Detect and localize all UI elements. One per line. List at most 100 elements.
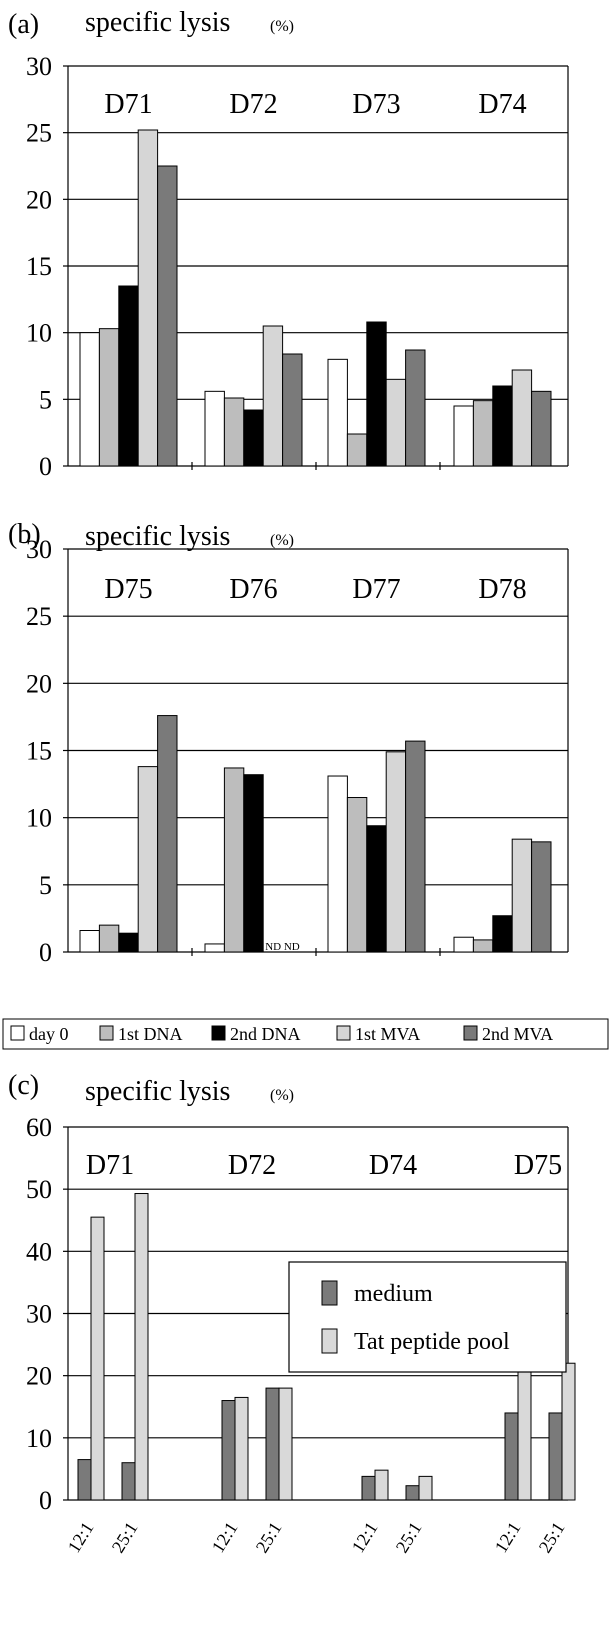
bar-b-D75-day-0: [79, 930, 100, 953]
panel-c-ratio-label: 25:1: [252, 1518, 286, 1556]
bar-a-D73-2nd-mva: [405, 349, 426, 467]
bar-c-D71-25-1-tat-peptide-pool: [134, 1193, 149, 1501]
panel-b-ytick-label: 15: [26, 737, 52, 766]
panel-a-category-label: D72: [229, 89, 277, 120]
panel-b-ytick-label: 10: [26, 804, 52, 833]
bar-c-D75-25-1-medium: [548, 1412, 563, 1501]
legend-swatch-1st-dna: [99, 1025, 114, 1041]
panel-c-ratio-label: 25:1: [535, 1518, 569, 1556]
panel-c-letter: (c): [8, 1070, 39, 1101]
bar-b-D75-1st-dna: [98, 924, 120, 953]
panel-a-category-label: D71: [104, 89, 152, 120]
bar-a-D73-2nd-dna: [366, 321, 387, 467]
bar-c-D71-12-1-medium: [77, 1459, 92, 1501]
bar-a-D72-2nd-mva: [282, 353, 303, 467]
panel-b-nd-annotation: ND ND: [265, 941, 300, 953]
panel-c-ytick-label: 40: [26, 1237, 52, 1266]
bar-a-D74-1st-dna: [472, 400, 494, 467]
panel-b-category-label: D78: [478, 574, 526, 605]
bar-b-D76-2nd-dna: [243, 774, 264, 953]
panel-b-ytick-label: 25: [26, 602, 52, 631]
legend-c-swatch-tat-peptide-pool: [321, 1328, 338, 1354]
panel-c-ytick-label: 10: [26, 1424, 52, 1453]
bar-b-D77-1st-dna: [346, 797, 368, 953]
panel-c-ytick-label: 30: [26, 1300, 52, 1329]
bar-b-D77-2nd-mva: [405, 740, 426, 953]
bar-a-D74-2nd-mva: [531, 390, 552, 467]
bar-a-D73-day-0: [327, 358, 348, 467]
bar-c-D72-25-1-medium: [265, 1387, 280, 1501]
panel-c-ylabel: specific lysis: [85, 1076, 230, 1107]
bar-b-D75-2nd-dna: [118, 932, 139, 953]
legend-c-box: [288, 1261, 567, 1373]
panel-c-ytick-label: 60: [26, 1113, 52, 1142]
bar-b-D77-2nd-dna: [366, 825, 387, 953]
panel-a-yunit: (%): [270, 18, 294, 35]
panel-a-ytick-label: 30: [26, 52, 52, 81]
bar-c-D71-12-1-tat-peptide-pool: [90, 1216, 105, 1501]
bar-b-D77-day-0: [327, 775, 348, 953]
bar-a-D71-1st-mva: [137, 129, 159, 467]
bar-a-D71-day-0: [79, 332, 100, 467]
panel-a-ytick-label: 15: [26, 252, 52, 281]
panel-c-yunit: (%): [270, 1087, 294, 1104]
panel-a-ytick-label: 5: [39, 385, 52, 414]
bar-b-D76-day-0: [204, 943, 225, 953]
panel-c-ytick-label: 20: [26, 1362, 52, 1391]
panel-a-ytick-label: 20: [26, 185, 52, 214]
panel-a-ytick-label: 10: [26, 319, 52, 348]
panel-c-ratio-label: 25:1: [392, 1518, 426, 1556]
bar-a-D72-day-0: [204, 390, 225, 467]
bar-a-D71-1st-dna: [98, 328, 120, 467]
bar-b-D75-1st-mva: [137, 766, 159, 953]
panel-a-ytick-label: 0: [39, 452, 52, 481]
legend-label-2nd-dna: 2nd DNA: [230, 1024, 301, 1044]
panel-b-category-label: D75: [104, 574, 152, 605]
panel-b-ytick-label: 0: [39, 938, 52, 967]
bar-c-D75-12-1-medium: [504, 1412, 519, 1501]
legend-c-label-tat-peptide-pool: Tat peptide pool: [354, 1329, 510, 1355]
bar-c-D72-12-1-tat-peptide-pool: [234, 1396, 249, 1501]
bar-a-D74-1st-mva: [511, 369, 533, 467]
bar-b-D78-2nd-mva: [531, 841, 552, 953]
bar-b-D78-1st-mva: [511, 838, 533, 953]
panel-a-ytick-label: 25: [26, 119, 52, 148]
panel-a-ylabel: specific lysis: [85, 7, 230, 38]
bar-c-D75-25-1-tat-peptide-pool: [561, 1362, 576, 1501]
panel-a-category-label: D74: [478, 89, 526, 120]
panel-b-category-label: D77: [352, 574, 400, 605]
panel-a-category-label: D73: [352, 89, 400, 120]
legend-swatch-2nd-dna: [211, 1025, 226, 1041]
bar-a-D71-2nd-mva: [157, 165, 178, 467]
panel-c-ytick-label: 50: [26, 1175, 52, 1204]
bar-a-D72-1st-mva: [262, 325, 284, 467]
panel-a-letter: (a): [8, 9, 39, 40]
bar-b-D78-2nd-dna: [492, 915, 513, 953]
panel-c-category-label: D72: [228, 1150, 276, 1181]
bar-c-D74-12-1-tat-peptide-pool: [374, 1469, 389, 1501]
legend-label-2nd-mva: 2nd MVA: [482, 1024, 553, 1044]
bar-b-D78-day-0: [453, 936, 474, 953]
panel-b-yunit: (%): [270, 532, 294, 549]
bar-b-D76-1st-dna: [223, 767, 245, 953]
panel-b-ytick-label: 5: [39, 871, 52, 900]
bar-a-D72-1st-dna: [223, 397, 245, 467]
bar-c-D75-12-1-tat-peptide-pool: [517, 1368, 532, 1501]
panel-c-ratio-label: 12:1: [348, 1518, 382, 1556]
panel-c-category-label: D75: [514, 1150, 562, 1181]
legend-swatch-1st-mva: [336, 1025, 351, 1041]
legend-c-label-medium: medium: [354, 1281, 433, 1307]
bar-c-D72-25-1-tat-peptide-pool: [278, 1387, 293, 1501]
bar-c-D74-25-1-medium: [405, 1485, 420, 1501]
bar-a-D72-2nd-dna: [243, 409, 264, 467]
legend-label-day0: day 0: [29, 1024, 69, 1044]
panel-b-letter: (b): [8, 519, 41, 550]
panel-c-category-label: D74: [369, 1150, 417, 1181]
panel-c-ratio-label: 12:1: [491, 1518, 525, 1556]
bar-c-D72-12-1-medium: [221, 1400, 236, 1501]
bar-c-D74-12-1-medium: [361, 1475, 376, 1501]
legend-label-1st-dna: 1st DNA: [118, 1024, 183, 1044]
panel-b-category-label: D76: [229, 574, 277, 605]
